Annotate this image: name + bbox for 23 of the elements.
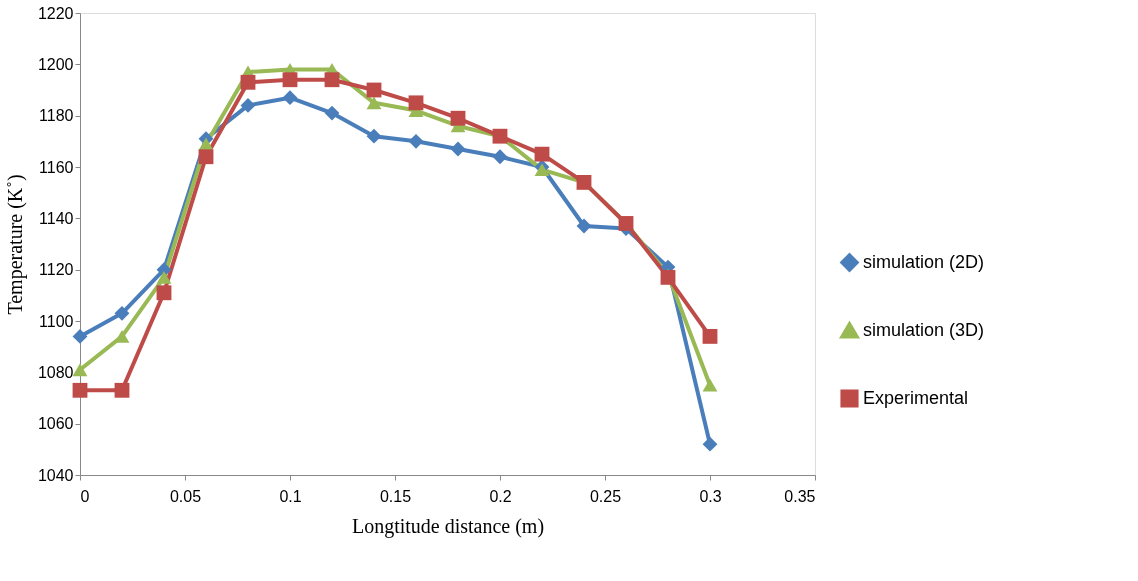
y-tick-label: 1140: [39, 209, 74, 227]
y-tick-label: 1160: [39, 158, 74, 176]
y-tick-label: 1060: [37, 415, 74, 433]
x-tick-label: 0.15: [379, 487, 412, 505]
y-tick-label: 1200: [37, 55, 74, 73]
legend-label: Experimental: [863, 387, 969, 408]
x-tick-label: 0.1: [279, 487, 302, 505]
y-tick-label: 1220: [37, 4, 74, 22]
legend-label: simulation (2D): [863, 251, 985, 272]
x-tick-label: 0.2: [489, 487, 512, 505]
x-tick-label: 0: [80, 487, 90, 505]
legend-label: simulation (3D): [863, 319, 985, 340]
y-tick-label: 1080: [37, 363, 74, 381]
x-tick-label: 0.05: [169, 487, 202, 505]
y-tick-label: 1100: [39, 312, 74, 330]
y-tick-label: 1180: [39, 107, 74, 125]
y-tick-label: 1040: [37, 466, 74, 484]
x-tick-label: 0.35: [784, 487, 816, 505]
y-tick-label: 1120: [39, 261, 74, 279]
x-tick-label: 0.25: [589, 487, 622, 505]
x-tick-label: 0.3: [699, 487, 722, 505]
x-axis-title: Longtitude distance (m): [351, 514, 545, 538]
y-axis-title: Temperature (K˚): [3, 174, 27, 315]
